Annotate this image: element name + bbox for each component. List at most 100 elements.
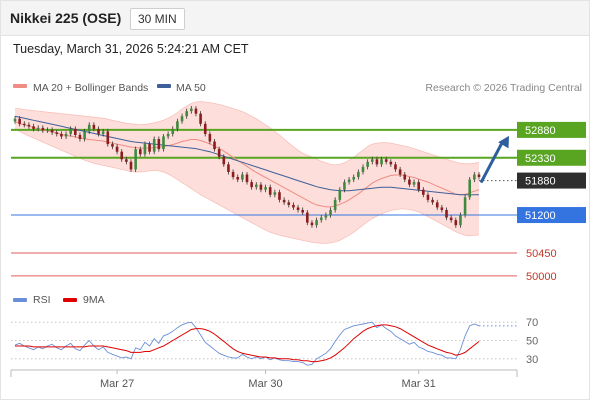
bearish-candle bbox=[454, 220, 458, 226]
bullish-candle bbox=[333, 199, 337, 210]
bullish-candle bbox=[176, 121, 179, 129]
rsi-ma-legend-label: 9MA bbox=[83, 294, 105, 306]
bullish-candle bbox=[134, 149, 137, 170]
bearish-candle bbox=[157, 139, 161, 150]
bearish-candle bbox=[384, 159, 388, 162]
bearish-candle bbox=[306, 212, 309, 223]
rsi-tick-label-70: 70 bbox=[526, 317, 538, 329]
bearish-candle bbox=[408, 179, 411, 185]
bullish-candle bbox=[361, 166, 365, 172]
bollinger-upper-line bbox=[15, 101, 480, 166]
bearish-candle bbox=[125, 159, 128, 162]
bearish-candle bbox=[199, 113, 202, 124]
bearish-candle bbox=[208, 133, 212, 142]
bullish-candle bbox=[343, 182, 346, 190]
bearish-candle bbox=[97, 128, 100, 134]
bearish-candle bbox=[222, 156, 226, 165]
bearish-candle bbox=[422, 189, 425, 195]
bullish-candle bbox=[468, 179, 472, 198]
bearish-candle bbox=[115, 146, 119, 152]
bearish-candle bbox=[138, 149, 142, 155]
bollinger-lower-line bbox=[14, 128, 480, 244]
bullish-candle bbox=[152, 139, 156, 152]
bearish-candle bbox=[292, 204, 295, 208]
time-axis-label: Mar 27 bbox=[100, 378, 134, 390]
bullish-candle bbox=[459, 215, 462, 226]
forecast-arrow-head bbox=[498, 135, 509, 149]
ma20-legend-swatch bbox=[13, 84, 27, 88]
bearish-candle bbox=[278, 192, 281, 200]
bullish-candle bbox=[36, 127, 40, 130]
bearish-candle bbox=[310, 222, 314, 226]
resistance-label-52330: 52330 bbox=[525, 153, 556, 165]
bearish-candle bbox=[231, 171, 235, 178]
rsi-tick-label-50: 50 bbox=[526, 336, 538, 348]
time-axis-label: Mar 31 bbox=[402, 378, 436, 390]
bearish-candle bbox=[417, 182, 420, 190]
bullish-candle bbox=[46, 129, 49, 132]
rsi-line bbox=[14, 321, 480, 366]
bearish-candle bbox=[389, 161, 393, 165]
bearish-candle bbox=[245, 174, 249, 183]
bullish-candle bbox=[87, 124, 91, 132]
bullish-candle bbox=[190, 108, 193, 112]
timestamp: Tuesday, March 31, 2026 5:24:21 AM CET bbox=[13, 42, 249, 56]
bullish-candle bbox=[319, 217, 323, 221]
bullish-candle bbox=[366, 161, 369, 167]
bullish-candle bbox=[69, 128, 72, 134]
bearish-candle bbox=[27, 124, 31, 127]
pivot-tag-51200 bbox=[517, 207, 586, 224]
ma50-legend-swatch bbox=[157, 84, 171, 88]
bearish-candle bbox=[375, 159, 379, 165]
bearish-candle bbox=[282, 199, 286, 203]
ma20-legend-label: MA 20 + Bollinger Bands bbox=[33, 82, 148, 94]
bullish-candle bbox=[315, 220, 318, 226]
bearish-candle bbox=[60, 133, 63, 137]
resistance-tag-52880 bbox=[517, 121, 586, 138]
bearish-candle bbox=[440, 207, 444, 210]
bearish-candle bbox=[296, 207, 300, 210]
bearish-candle bbox=[203, 123, 207, 134]
bullish-candle bbox=[264, 187, 267, 190]
bullish-candle bbox=[473, 174, 476, 180]
rsi-legend-swatch bbox=[13, 298, 27, 302]
bearish-candle bbox=[148, 144, 151, 152]
bullish-candle bbox=[185, 111, 188, 117]
bullish-candle bbox=[166, 133, 170, 137]
bearish-candle bbox=[435, 202, 439, 208]
bullish-candle bbox=[13, 118, 17, 122]
bearish-candle bbox=[431, 199, 434, 203]
time-axis-label: Mar 30 bbox=[248, 378, 282, 390]
bearish-candle bbox=[445, 209, 448, 218]
bullish-candle bbox=[352, 177, 356, 180]
rsi-tick-label-30: 30 bbox=[526, 354, 538, 366]
rsi-panel: 70 50 30 bbox=[11, 317, 538, 366]
last-price-label: 51880 bbox=[525, 176, 556, 188]
bullish-candle bbox=[338, 189, 342, 200]
bearish-candle bbox=[120, 151, 124, 160]
bearish-candle bbox=[194, 108, 198, 114]
support-label-50450: 50450 bbox=[526, 248, 557, 260]
bullish-candle bbox=[241, 174, 244, 180]
bearish-candle bbox=[236, 177, 240, 180]
bearish-candle bbox=[217, 149, 221, 157]
bearish-candle bbox=[111, 144, 114, 147]
bullish-candle bbox=[380, 159, 383, 165]
bearish-candle bbox=[477, 174, 481, 178]
bearish-candle bbox=[22, 123, 26, 126]
bearish-candle bbox=[74, 128, 77, 135]
bullish-candle bbox=[347, 179, 351, 183]
bullish-candle bbox=[357, 171, 360, 178]
bearish-candle bbox=[106, 131, 110, 145]
resistance-tag-52330 bbox=[517, 149, 586, 166]
bearish-candle bbox=[32, 126, 35, 129]
rsi-legend-label: RSI bbox=[33, 294, 51, 306]
bearish-candle bbox=[129, 161, 133, 170]
support-label-50000: 50000 bbox=[526, 271, 557, 283]
ma50-legend-label: MA 50 bbox=[176, 82, 206, 94]
bearish-candle bbox=[398, 169, 402, 175]
bullish-candle bbox=[162, 136, 165, 150]
interval-button[interactable]: 30 MIN bbox=[130, 8, 185, 30]
bullish-candle bbox=[171, 128, 175, 134]
